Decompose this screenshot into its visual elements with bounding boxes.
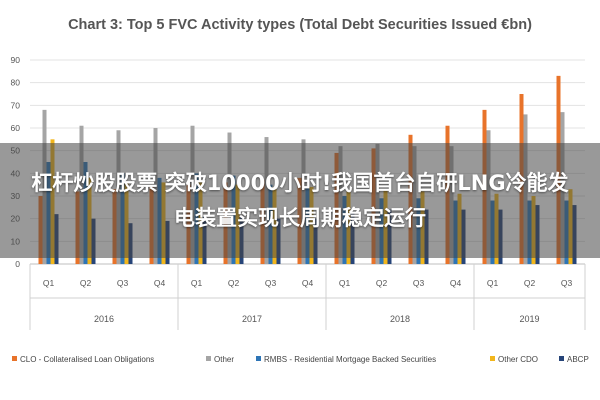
year-label: 2017: [242, 314, 262, 324]
legend-label: Other: [214, 355, 234, 364]
legend-label: RMBS - Residential Mortgage Backed Secur…: [264, 355, 436, 364]
x-tick-label: Q2: [80, 278, 92, 288]
year-label: 2019: [519, 314, 539, 324]
y-tick-label: 90: [11, 55, 21, 65]
legend-swatch: [206, 356, 211, 361]
legend-swatch: [256, 356, 261, 361]
x-tick-label: Q3: [265, 278, 277, 288]
x-axis: Q1 Q2 Q3 Q4 Q1 Q2 Q3 Q4 Q1 Q2 Q3 Q4 Q1 Q2 Q3 2016 2017 20…: [29, 264, 586, 330]
legend-label: CLO - Collateralised Loan Obligations: [20, 355, 154, 364]
y-tick-label: 80: [11, 78, 21, 88]
legend-label: ABCP: [567, 355, 589, 364]
legend-swatch: [490, 356, 495, 361]
y-tick-label: 70: [11, 100, 21, 110]
legend: CLO - Collateralised Loan Obligations Oth…: [12, 355, 589, 364]
x-tick-label: Q1: [43, 278, 55, 288]
x-tick-label: Q3: [117, 278, 129, 288]
x-tick-label: Q1: [487, 278, 499, 288]
x-tick-label: Q3: [413, 278, 425, 288]
x-tick-label: Q4: [154, 278, 166, 288]
overlay-banner: 杠杆炒股股票 突破10000小时!我国首台自研LNG冷能发电装置实现长周期稳定运…: [0, 143, 600, 258]
x-tick-label: Q1: [339, 278, 351, 288]
year-label: 2016: [94, 314, 114, 324]
chart-title: Chart 3: Top 5 FVC Activity types (Total…: [68, 17, 532, 33]
year-label: 2018: [390, 314, 410, 324]
x-tick-label: Q2: [376, 278, 388, 288]
x-tick-label: Q2: [524, 278, 536, 288]
y-tick-label: 60: [11, 123, 21, 133]
x-tick-label: Q4: [450, 278, 462, 288]
x-tick-label: Q2: [228, 278, 240, 288]
y-tick-label: 0: [15, 259, 20, 269]
x-tick-label: Q4: [302, 278, 314, 288]
legend-label: Other CDO: [498, 355, 538, 364]
legend-swatch: [559, 356, 564, 361]
overlay-text: 杠杆炒股股票 突破10000小时!我国首台自研LNG冷能发电装置实现长周期稳定运…: [31, 170, 569, 230]
x-tick-label: Q1: [191, 278, 203, 288]
legend-swatch: [12, 356, 17, 361]
x-tick-label: Q3: [561, 278, 573, 288]
